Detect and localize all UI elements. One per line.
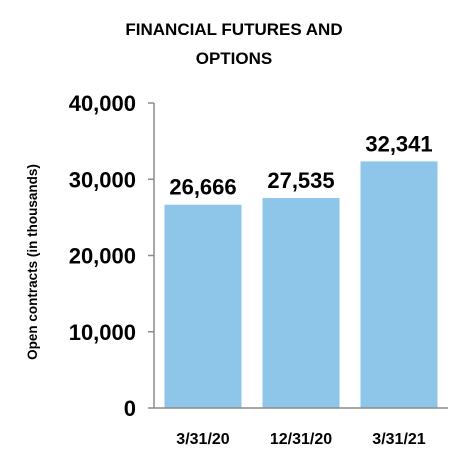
x-tick-label-2: 12/31/20 xyxy=(270,431,332,448)
bar-2 xyxy=(262,198,340,408)
data-label-1: 26,666 xyxy=(169,175,236,200)
bar-3 xyxy=(360,161,438,408)
plot-area: 26,666 3/31/20 27,535 12/31/20 32,341 3/31/21… xyxy=(69,91,448,448)
y-tick-label-3: 20,000 xyxy=(69,244,136,269)
data-label-2: 27,535 xyxy=(267,168,334,193)
y-tick-label-5: 40,000 xyxy=(69,91,136,116)
y-tick-label-4: 30,000 xyxy=(69,167,136,192)
chart-title-line-2: OPTIONS xyxy=(196,49,273,68)
x-tick-label-1: 3/31/20 xyxy=(176,431,229,448)
chart-title-line-1: FINANCIAL FUTURES AND xyxy=(125,20,342,39)
x-tick-label-3: 3/31/21 xyxy=(372,431,425,448)
y-tick-label-1: 0 xyxy=(124,396,136,421)
bar-1 xyxy=(164,204,242,408)
y-axis-label: Open contracts (in thousands) xyxy=(25,164,40,360)
y-tick-label-2: 10,000 xyxy=(69,320,136,345)
data-label-3: 32,341 xyxy=(365,131,432,156)
